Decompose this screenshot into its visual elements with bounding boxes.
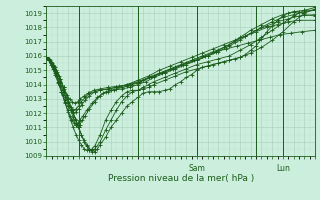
X-axis label: Pression niveau de la mer( hPa ): Pression niveau de la mer( hPa ) <box>108 174 254 183</box>
